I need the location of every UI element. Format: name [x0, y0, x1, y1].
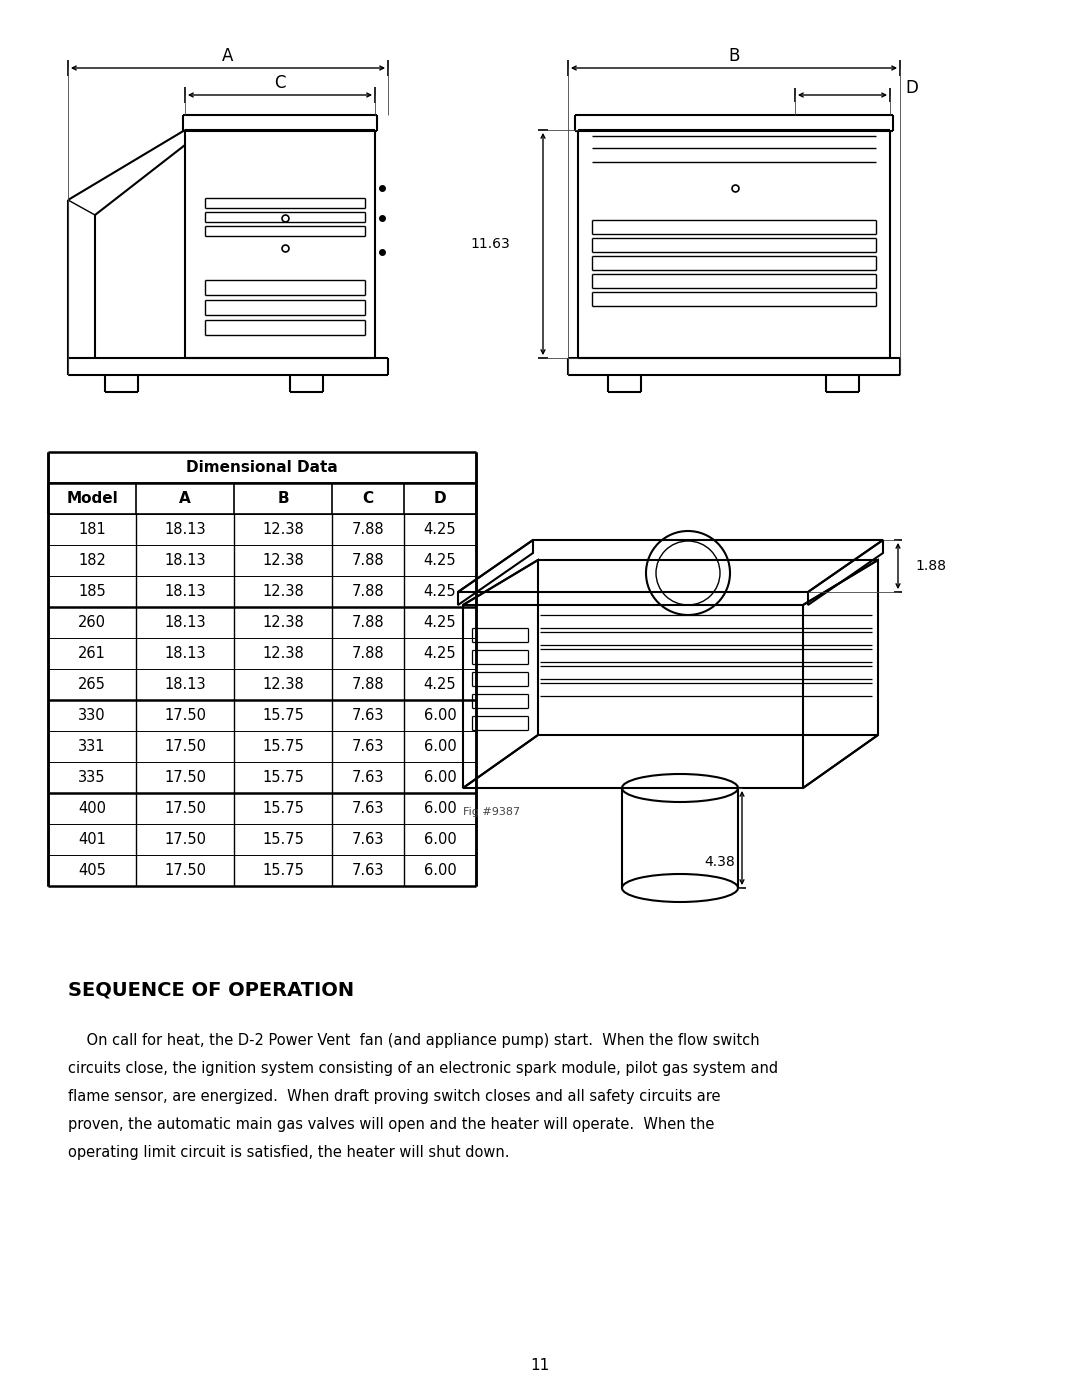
Text: 15.75: 15.75: [262, 863, 303, 877]
Text: 11: 11: [530, 1358, 550, 1372]
Text: 6.00: 6.00: [423, 800, 457, 816]
Text: 17.50: 17.50: [164, 863, 206, 877]
Text: 17.50: 17.50: [164, 708, 206, 724]
Text: flame sensor, are energized.  When draft proving switch closes and all safety ci: flame sensor, are energized. When draft …: [68, 1088, 720, 1104]
Text: 331: 331: [78, 739, 106, 754]
Text: 18.13: 18.13: [164, 584, 206, 599]
Text: Dimensional Data: Dimensional Data: [186, 460, 338, 475]
Text: 335: 335: [78, 770, 106, 785]
Text: Model: Model: [66, 490, 118, 506]
Text: operating limit circuit is satisfied, the heater will shut down.: operating limit circuit is satisfied, th…: [68, 1144, 510, 1160]
Text: 4.38: 4.38: [704, 855, 735, 869]
Text: B: B: [278, 490, 288, 506]
Text: circuits close, the ignition system consisting of an electronic spark module, pi: circuits close, the ignition system cons…: [68, 1060, 778, 1076]
Text: 4.25: 4.25: [423, 615, 457, 630]
Text: 12.38: 12.38: [262, 584, 303, 599]
Text: 4.25: 4.25: [423, 678, 457, 692]
Text: 15.75: 15.75: [262, 708, 303, 724]
Text: 15.75: 15.75: [262, 800, 303, 816]
Text: 401: 401: [78, 833, 106, 847]
Text: 18.13: 18.13: [164, 615, 206, 630]
Text: On call for heat, the D-2 Power Vent  fan (and appliance pump) start.  When the : On call for heat, the D-2 Power Vent fan…: [68, 1032, 759, 1048]
Text: 6.00: 6.00: [423, 770, 457, 785]
Text: 11.63: 11.63: [470, 237, 510, 251]
Text: A: A: [179, 490, 191, 506]
Text: D: D: [905, 80, 918, 96]
Text: 18.13: 18.13: [164, 522, 206, 536]
Text: 7.88: 7.88: [352, 645, 384, 661]
Text: 405: 405: [78, 863, 106, 877]
Text: 15.75: 15.75: [262, 739, 303, 754]
Text: 4.25: 4.25: [423, 522, 457, 536]
Text: 4.25: 4.25: [423, 553, 457, 569]
Text: 185: 185: [78, 584, 106, 599]
Text: B: B: [728, 47, 740, 66]
Text: C: C: [363, 490, 374, 506]
Text: Fig #9387: Fig #9387: [463, 807, 521, 817]
Text: 4.25: 4.25: [423, 645, 457, 661]
Text: 7.88: 7.88: [352, 615, 384, 630]
Text: 6.00: 6.00: [423, 863, 457, 877]
Text: 18.13: 18.13: [164, 553, 206, 569]
Text: 4.25: 4.25: [423, 584, 457, 599]
Text: 17.50: 17.50: [164, 833, 206, 847]
Text: 17.50: 17.50: [164, 739, 206, 754]
Text: 261: 261: [78, 645, 106, 661]
Text: C: C: [274, 74, 286, 92]
Text: 7.63: 7.63: [352, 800, 384, 816]
Text: 7.63: 7.63: [352, 708, 384, 724]
Text: 182: 182: [78, 553, 106, 569]
Text: 12.38: 12.38: [262, 678, 303, 692]
Text: 7.88: 7.88: [352, 678, 384, 692]
Text: 7.63: 7.63: [352, 770, 384, 785]
Text: SEQUENCE OF OPERATION: SEQUENCE OF OPERATION: [68, 981, 354, 999]
Text: 6.00: 6.00: [423, 833, 457, 847]
Text: 7.88: 7.88: [352, 522, 384, 536]
Text: 17.50: 17.50: [164, 770, 206, 785]
Text: 6.00: 6.00: [423, 739, 457, 754]
Text: 18.13: 18.13: [164, 678, 206, 692]
Text: D: D: [434, 490, 446, 506]
Text: 400: 400: [78, 800, 106, 816]
Text: 12.38: 12.38: [262, 553, 303, 569]
Text: 6.00: 6.00: [423, 708, 457, 724]
Text: 7.88: 7.88: [352, 553, 384, 569]
Text: proven, the automatic main gas valves will open and the heater will operate.  Wh: proven, the automatic main gas valves wi…: [68, 1116, 714, 1132]
Text: 12.38: 12.38: [262, 645, 303, 661]
Text: 12.38: 12.38: [262, 615, 303, 630]
Text: 181: 181: [78, 522, 106, 536]
Text: 12.38: 12.38: [262, 522, 303, 536]
Text: 7.63: 7.63: [352, 863, 384, 877]
Text: 7.63: 7.63: [352, 739, 384, 754]
Text: 7.88: 7.88: [352, 584, 384, 599]
Text: 17.50: 17.50: [164, 800, 206, 816]
Text: 260: 260: [78, 615, 106, 630]
Text: 15.75: 15.75: [262, 770, 303, 785]
Text: 330: 330: [78, 708, 106, 724]
Text: 1.88: 1.88: [915, 559, 946, 573]
Text: 15.75: 15.75: [262, 833, 303, 847]
Text: 7.63: 7.63: [352, 833, 384, 847]
Text: A: A: [222, 47, 233, 66]
Text: 18.13: 18.13: [164, 645, 206, 661]
Text: 265: 265: [78, 678, 106, 692]
